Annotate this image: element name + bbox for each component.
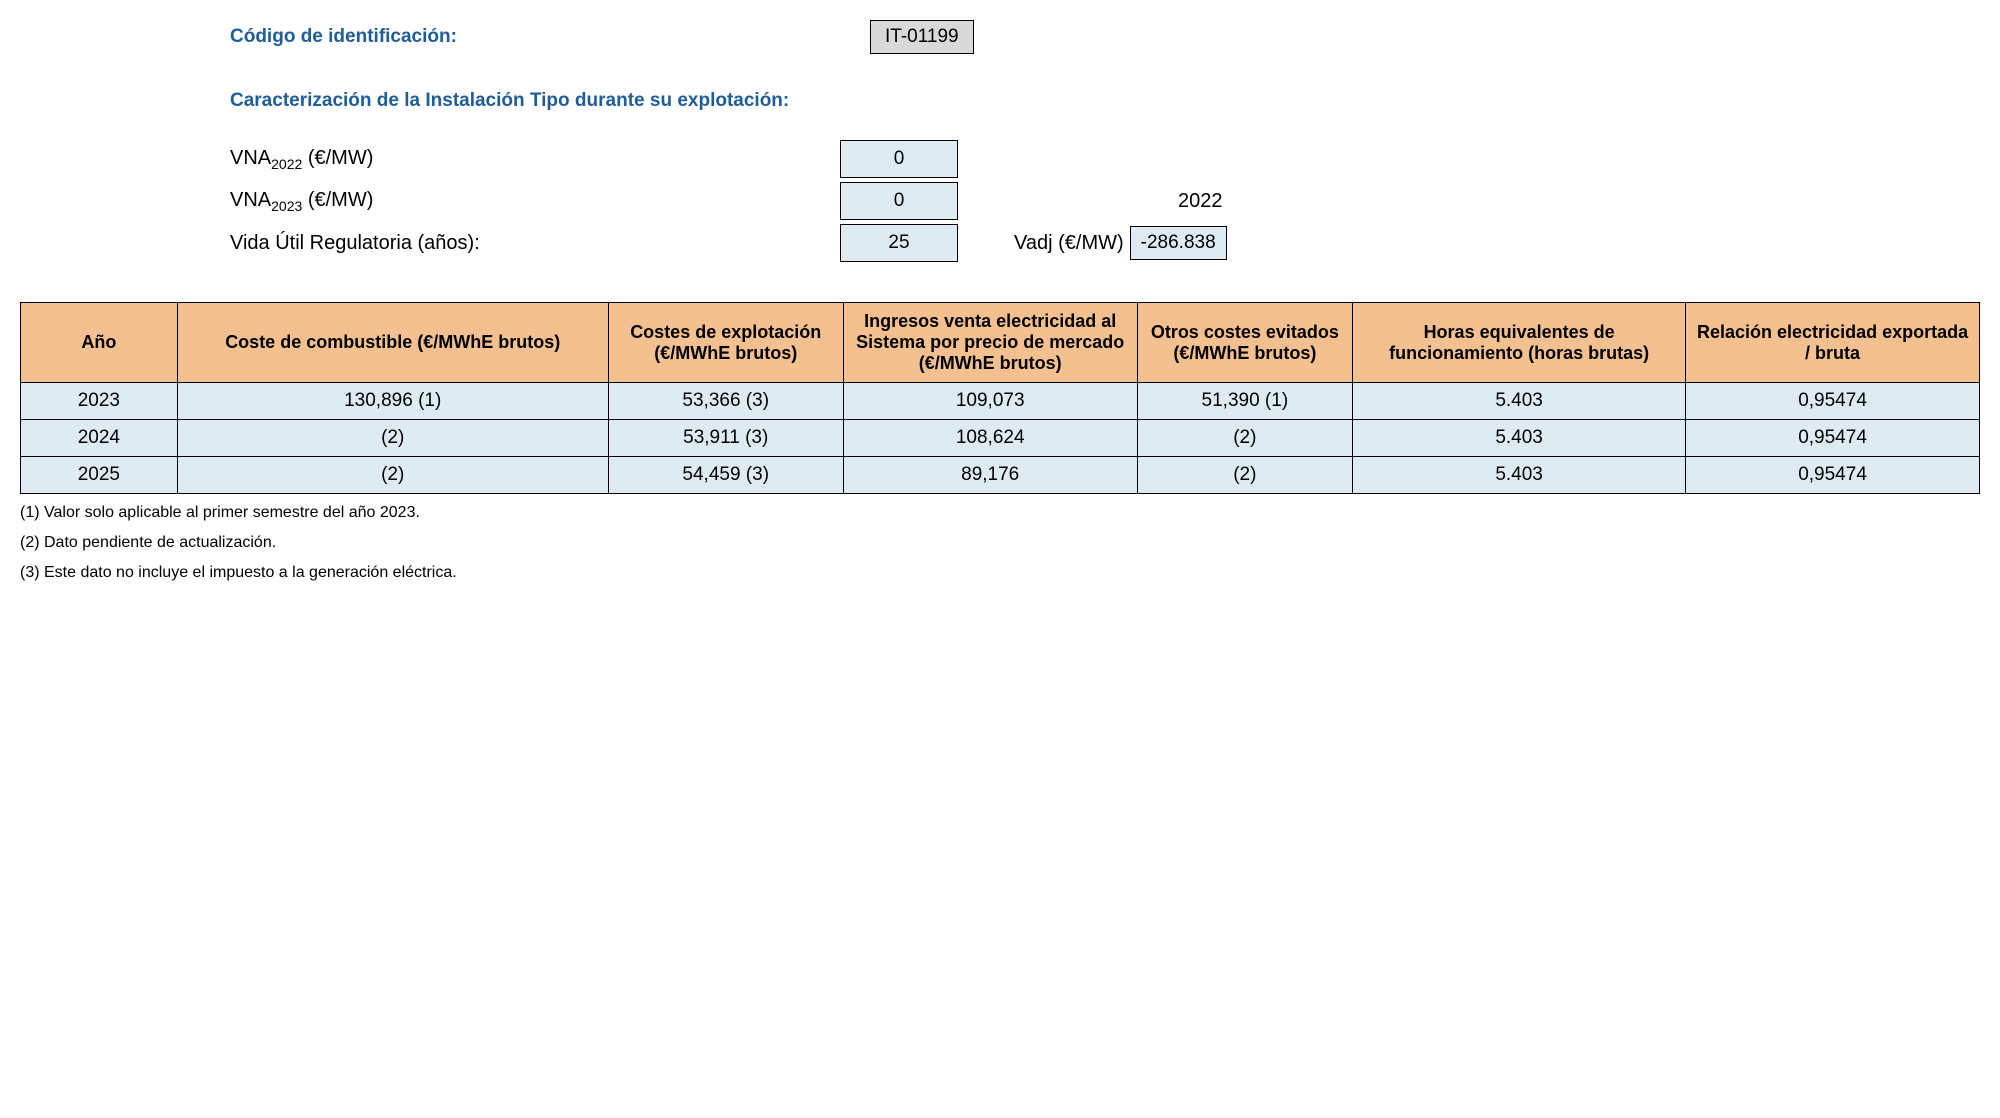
col-header-exploit: Costes de explotación (€/MWhE brutos): [608, 303, 843, 383]
footnote-1: (1) Valor solo aplicable al primer semes…: [20, 504, 1980, 522]
cell-year: 2025: [21, 457, 178, 494]
table-header-row: Año Coste de combustible (€/MWhE brutos)…: [21, 303, 1980, 383]
table-row: 2024 (2) 53,911 (3) 108,624 (2) 5.403 0,…: [21, 420, 1980, 457]
cell-avoided: (2): [1137, 420, 1352, 457]
vadj-label: Vadj (€/MW): [1014, 232, 1124, 255]
col-header-avoided: Otros costes evitados (€/MWhE brutos): [1137, 303, 1352, 383]
vna-2022-value: 0: [840, 140, 958, 178]
col-header-hours: Horas equivalentes de funcionamiento (ho…: [1353, 303, 1686, 383]
col-header-year: Año: [21, 303, 178, 383]
cell-exploit: 53,366 (3): [608, 383, 843, 420]
cell-avoided: (2): [1137, 457, 1352, 494]
vida-util-value: 25: [840, 224, 958, 262]
section-title: Caracterización de la Instalación Tipo d…: [230, 90, 1980, 112]
vida-util-label: Vida Útil Regulatoria (años):: [230, 232, 840, 255]
cell-exploit: 53,911 (3): [608, 420, 843, 457]
cell-hours: 5.403: [1353, 383, 1686, 420]
cell-relation: 0,95474: [1686, 383, 1980, 420]
vna-2023-value: 0: [840, 182, 958, 220]
footnotes-section: (1) Valor solo aplicable al primer semes…: [20, 504, 1980, 582]
cell-income: 89,176: [843, 457, 1137, 494]
cell-income: 108,624: [843, 420, 1137, 457]
col-header-income: Ingresos venta electricidad al Sistema p…: [843, 303, 1137, 383]
col-header-relation: Relación electricidad exportada / bruta: [1686, 303, 1980, 383]
cell-exploit: 54,459 (3): [608, 457, 843, 494]
cell-hours: 5.403: [1353, 457, 1686, 494]
cell-avoided: 51,390 (1): [1137, 383, 1352, 420]
footnote-3: (3) Este dato no incluye el impuesto a l…: [20, 564, 1980, 582]
cell-relation: 0,95474: [1686, 420, 1980, 457]
cell-fuel: (2): [177, 457, 608, 494]
cell-year: 2024: [21, 420, 178, 457]
vadj-value: -286.838: [1130, 226, 1227, 260]
cell-fuel: (2): [177, 420, 608, 457]
col-header-fuel: Coste de combustible (€/MWhE brutos): [177, 303, 608, 383]
id-code-value: IT-01199: [870, 20, 974, 54]
table-row: 2025 (2) 54,459 (3) 89,176 (2) 5.403 0,9…: [21, 457, 1980, 494]
cell-income: 109,073: [843, 383, 1137, 420]
cell-fuel: 130,896 (1): [177, 383, 608, 420]
cell-relation: 0,95474: [1686, 457, 1980, 494]
extra-year-label: 2022: [1178, 190, 1223, 213]
table-row: 2023 130,896 (1) 53,366 (3) 109,073 51,3…: [21, 383, 1980, 420]
vna-2023-label: VNA2023 (€/MW): [230, 189, 840, 214]
footnote-2: (2) Dato pendiente de actualización.: [20, 534, 1980, 552]
cell-year: 2023: [21, 383, 178, 420]
vna-2022-label: VNA2022 (€/MW): [230, 147, 840, 172]
data-table: Año Coste de combustible (€/MWhE brutos)…: [20, 302, 1980, 494]
id-code-label: Código de identificación:: [230, 26, 870, 48]
table-body: 2023 130,896 (1) 53,366 (3) 109,073 51,3…: [21, 383, 1980, 494]
cell-hours: 5.403: [1353, 420, 1686, 457]
